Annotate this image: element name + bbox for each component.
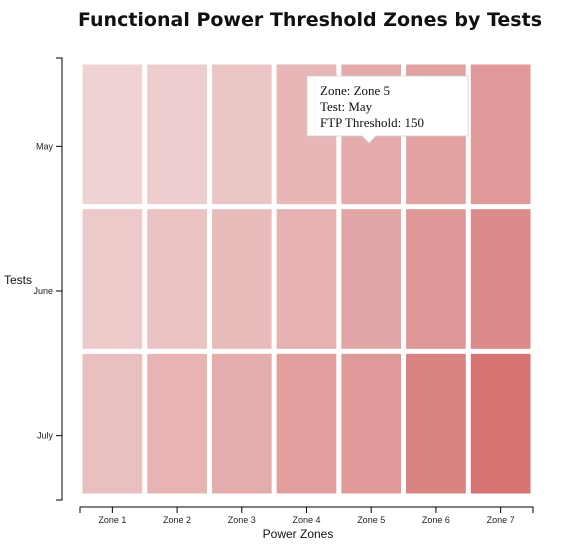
- heatmap-cell: [341, 209, 402, 349]
- heatmap-cell: [276, 209, 337, 349]
- heatmap-cell: [406, 209, 466, 349]
- heatmap-cell: [211, 209, 272, 349]
- heatmap-cell: [147, 64, 207, 205]
- heatmap-cell: [82, 64, 143, 205]
- y-axis-title: Tests: [4, 273, 32, 287]
- tooltip: Zone: Zone 5 Test: May FTP Threshold: 15…: [306, 75, 469, 144]
- heatmap-cell: [147, 353, 207, 494]
- tooltip-box: [306, 75, 469, 144]
- heatmap-cell: [147, 209, 207, 349]
- heatmap-cell: [82, 353, 143, 494]
- x-tick-label: Zone 4: [292, 515, 320, 525]
- heatmap-cell: [341, 353, 402, 494]
- heatmap-cell: [470, 353, 531, 494]
- tooltip-test: Test: May: [320, 99, 373, 114]
- axes: May June July Zone 1 Zone 2 Zone 3 Zone 4 Zone …: [33, 57, 534, 525]
- heatmap-cell: [82, 209, 143, 349]
- y-tick-label: May: [36, 141, 54, 151]
- heatmap-cell: [211, 353, 272, 494]
- heatmap-cell: [406, 353, 466, 494]
- x-tick-label: Zone 7: [487, 515, 515, 525]
- tooltip-zone: Zone: Zone 5: [320, 83, 390, 98]
- x-tick-label: Zone 5: [357, 515, 385, 525]
- x-axis-title: Power Zones: [263, 527, 334, 541]
- heatmap-cell: [470, 64, 531, 205]
- y-tick-label: June: [33, 286, 53, 296]
- x-tick-label: Zone 6: [422, 515, 450, 525]
- x-tick-label: Zone 2: [163, 515, 191, 525]
- heatmap-cell: [211, 64, 272, 205]
- heatmap-cell: [470, 209, 531, 349]
- y-tick-label: July: [37, 431, 54, 441]
- tooltip-value: FTP Threshold: 150: [320, 115, 424, 130]
- chart-title: Functional Power Threshold Zones by Test…: [78, 9, 542, 31]
- y-axis-line: [56, 57, 63, 501]
- x-tick-label: Zone 1: [98, 515, 126, 525]
- heatmap-cell: [276, 353, 337, 494]
- x-tick-label: Zone 3: [228, 515, 256, 525]
